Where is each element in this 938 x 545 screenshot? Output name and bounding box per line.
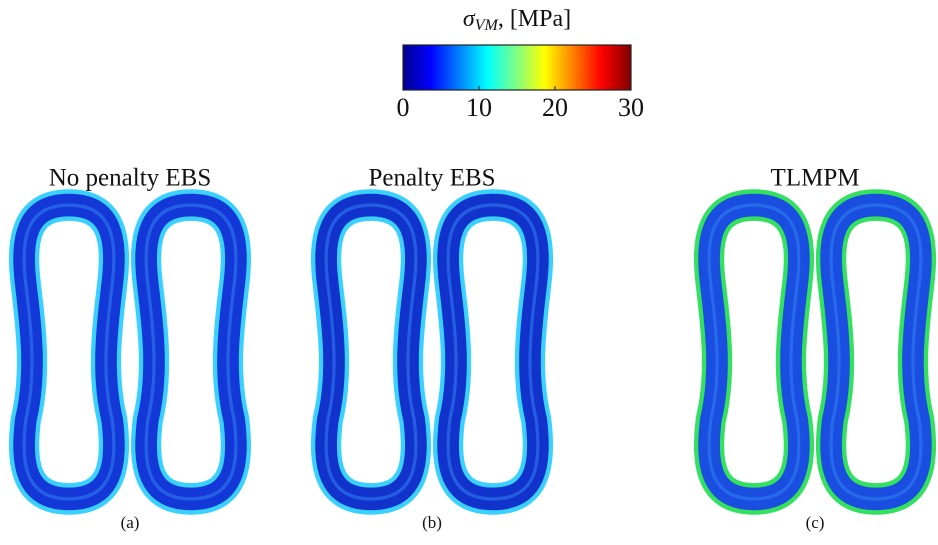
- tick-label: 20: [542, 93, 568, 122]
- ring: [9, 189, 129, 515]
- ring: [131, 189, 251, 515]
- colorbar: [402, 44, 632, 91]
- ring: [433, 189, 553, 515]
- panel-title: No penalty EBS: [49, 165, 212, 192]
- ring: [816, 189, 936, 515]
- tick-label: 0: [397, 93, 410, 122]
- panel-title: TLMPM: [771, 165, 860, 192]
- caption: (c): [806, 513, 825, 532]
- caption: (a): [121, 513, 140, 532]
- panel-title: Penalty EBS: [368, 165, 495, 192]
- ring: [694, 189, 814, 515]
- ring-inner: [22, 203, 116, 501]
- caption: (b): [422, 513, 442, 532]
- colorbar-label: σVM, [MPa]: [463, 6, 571, 34]
- ring-inner: [829, 203, 923, 501]
- ring-inner: [324, 203, 418, 501]
- tick-label: 10: [466, 93, 492, 122]
- label-subscript: VM: [475, 17, 500, 34]
- label-unit: , [MPa]: [498, 6, 571, 32]
- ring-inner: [707, 203, 801, 501]
- ring: [311, 189, 431, 515]
- ring-inner: [446, 203, 540, 501]
- ring-inner: [144, 203, 238, 501]
- label-symbol: σ: [463, 6, 476, 32]
- tick-label: 30: [618, 93, 644, 122]
